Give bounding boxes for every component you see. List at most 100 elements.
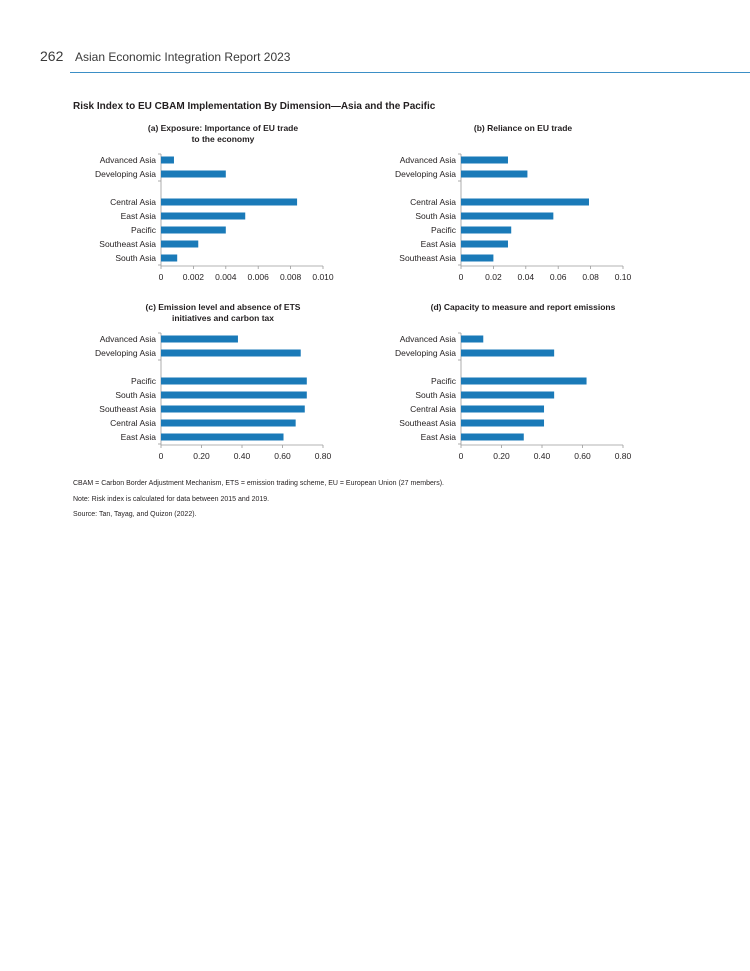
category-label: South Asia <box>415 390 456 400</box>
category-label: East Asia <box>421 239 457 249</box>
bar-chart-b: Advanced Asia Developing Asia Central Asia… <box>395 153 632 282</box>
x-tick-label: 0.08 <box>582 272 599 282</box>
chart-panel-d: (d) Capacity to measure and report emiss… <box>373 302 673 472</box>
chart-panel-c: (c) Emission level and absence of ETS in… <box>73 302 373 472</box>
bar <box>161 335 238 343</box>
category-label: Southeast Asia <box>99 404 156 414</box>
chart-title-line: (a) Exposure: Importance of EU trade <box>147 123 299 133</box>
bar <box>161 419 296 427</box>
bar <box>161 170 226 178</box>
category-label: South Asia <box>415 211 456 221</box>
x-tick-label: 0.40 <box>534 451 551 461</box>
bar <box>161 405 305 413</box>
category-label: Central Asia <box>410 404 456 414</box>
category-label: Pacific <box>131 376 157 386</box>
category-label: South Asia <box>115 253 156 263</box>
x-tick-label: 0.60 <box>574 451 591 461</box>
x-tick-label: 0.06 <box>550 272 567 282</box>
chart-title-line: (d) Capacity to measure and report emiss… <box>430 302 616 312</box>
x-tick-label: 0.20 <box>493 451 510 461</box>
bar <box>161 156 174 164</box>
x-tick-label: 0.20 <box>193 451 210 461</box>
x-tick-label: 0.60 <box>274 451 291 461</box>
x-tick-label: 0.40 <box>234 451 251 461</box>
bar <box>461 240 508 248</box>
category-label: Southeast Asia <box>99 239 156 249</box>
bar <box>161 391 307 399</box>
category-label: Developing Asia <box>395 348 456 358</box>
x-tick-label: 0.80 <box>615 451 632 461</box>
category-label: East Asia <box>421 432 457 442</box>
page-number: 262 <box>40 48 64 64</box>
category-label: Advanced Asia <box>100 155 157 165</box>
figure-notes: CBAM = Carbon Border Adjustment Mechanis… <box>73 476 444 523</box>
category-label: East Asia <box>121 211 157 221</box>
category-label: Developing Asia <box>395 169 456 179</box>
bar <box>461 198 589 206</box>
chart-title-line: initiatives and carbon tax <box>171 313 275 323</box>
bar <box>161 198 298 206</box>
bar <box>161 377 307 385</box>
x-tick-label: 0.02 <box>485 272 502 282</box>
x-tick-label: 0.004 <box>215 272 237 282</box>
category-label: Pacific <box>431 225 457 235</box>
category-label: Advanced Asia <box>100 334 157 344</box>
bar-chart-c: Advanced Asia Developing Asia Pacific South… <box>95 332 332 461</box>
x-tick-label: 0.010 <box>312 272 334 282</box>
bar <box>461 254 494 262</box>
category-label: Advanced Asia <box>400 334 457 344</box>
bar <box>461 335 484 343</box>
figure-title: Risk Index to EU CBAM Implementation By … <box>73 101 436 112</box>
chart-title-a: (a) Exposure: Importance of EU trade to … <box>73 123 373 145</box>
x-tick-label: 0.006 <box>248 272 270 282</box>
bar <box>161 226 226 234</box>
chart-title-line: (b) Reliance on EU trade <box>473 123 573 133</box>
bar <box>161 433 284 441</box>
bar <box>161 349 301 357</box>
category-label: Central Asia <box>410 197 456 207</box>
header-rule <box>70 72 750 73</box>
bar-chart-d: Advanced Asia Developing Asia Pacific South… <box>395 332 632 461</box>
x-tick-label: 0.10 <box>615 272 632 282</box>
category-label: East Asia <box>121 432 157 442</box>
bar <box>161 240 199 248</box>
chart-title-b: (b) Reliance on EU trade <box>373 123 673 134</box>
x-tick-label: 0.04 <box>518 272 535 282</box>
bar <box>161 254 178 262</box>
chart-title-c: (c) Emission level and absence of ETS in… <box>73 302 373 324</box>
bar <box>461 419 545 427</box>
bar <box>461 405 545 413</box>
category-label: South Asia <box>115 390 156 400</box>
chart-panel-a: (a) Exposure: Importance of EU trade to … <box>73 123 373 293</box>
category-label: Central Asia <box>110 418 156 428</box>
category-label: Pacific <box>431 376 457 386</box>
x-tick-label: 0.008 <box>280 272 302 282</box>
category-label: Developing Asia <box>95 169 156 179</box>
bar <box>461 433 524 441</box>
bar <box>161 212 246 220</box>
chart-title-d: (d) Capacity to measure and report emiss… <box>373 302 673 313</box>
running-title: Asian Economic Integration Report 2023 <box>75 50 291 64</box>
bar <box>461 212 554 220</box>
category-label: Developing Asia <box>95 348 156 358</box>
bar <box>461 170 528 178</box>
chart-title-line: to the economy <box>191 134 255 144</box>
category-label: Southeast Asia <box>399 253 456 263</box>
bar <box>461 349 555 357</box>
bar <box>461 156 508 164</box>
method-note: Note: Risk index is calculated for data … <box>73 495 270 503</box>
chart-title-line: (c) Emission level and absence of ETS <box>145 302 301 312</box>
bar <box>461 391 555 399</box>
chart-panel-b: (b) Reliance on EU trade Advanced Asia De… <box>373 123 673 293</box>
category-label: Central Asia <box>110 197 156 207</box>
bar <box>461 226 512 234</box>
x-tick-label: 0 <box>159 451 164 461</box>
category-label: Southeast Asia <box>399 418 456 428</box>
category-label: Pacific <box>131 225 157 235</box>
category-label: Advanced Asia <box>400 155 457 165</box>
source-note: Source: Tan, Tayag, and Quizon (2022). <box>73 511 197 518</box>
abbreviations-note: CBAM = Carbon Border Adjustment Mechanis… <box>73 480 444 487</box>
x-tick-label: 0 <box>459 451 464 461</box>
x-tick-label: 0 <box>159 272 164 282</box>
page-header: 262 Asian Economic Integration Report 20… <box>40 48 750 74</box>
